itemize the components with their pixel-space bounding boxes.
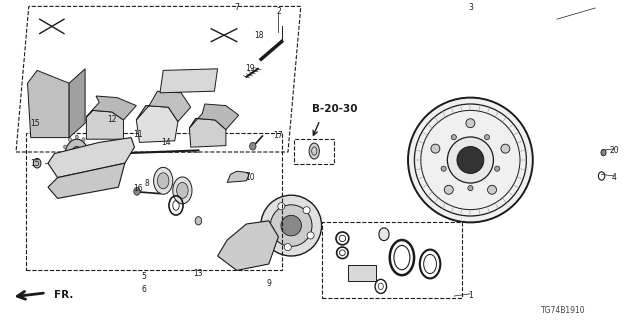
Polygon shape <box>189 104 239 130</box>
FancyBboxPatch shape <box>322 222 462 298</box>
Polygon shape <box>227 171 250 182</box>
Ellipse shape <box>102 120 108 128</box>
Text: 5: 5 <box>141 272 147 281</box>
Text: 19: 19 <box>244 64 255 73</box>
Ellipse shape <box>68 172 72 176</box>
Text: 1: 1 <box>468 292 473 300</box>
Ellipse shape <box>495 166 500 171</box>
Ellipse shape <box>195 217 202 225</box>
Text: 9: 9 <box>266 279 271 288</box>
Ellipse shape <box>65 139 89 174</box>
Ellipse shape <box>488 185 497 194</box>
Ellipse shape <box>61 155 65 159</box>
Ellipse shape <box>88 155 92 159</box>
Ellipse shape <box>303 207 310 214</box>
Text: B-20-30: B-20-30 <box>312 104 358 114</box>
Ellipse shape <box>444 185 453 194</box>
Text: 20: 20 <box>609 146 620 155</box>
FancyBboxPatch shape <box>348 265 376 281</box>
Ellipse shape <box>177 182 188 198</box>
Text: 13: 13 <box>193 269 204 278</box>
Ellipse shape <box>284 244 291 251</box>
Text: 14: 14 <box>161 138 172 147</box>
Ellipse shape <box>154 167 173 194</box>
Ellipse shape <box>134 188 140 195</box>
Ellipse shape <box>601 149 606 156</box>
Ellipse shape <box>87 165 90 169</box>
Polygon shape <box>160 69 218 93</box>
Text: 12: 12 <box>108 116 116 124</box>
Ellipse shape <box>281 215 301 236</box>
Polygon shape <box>28 70 69 138</box>
Polygon shape <box>48 163 125 198</box>
Ellipse shape <box>484 135 490 140</box>
Ellipse shape <box>63 145 67 149</box>
Polygon shape <box>136 106 178 142</box>
Ellipse shape <box>451 135 456 140</box>
Text: 2: 2 <box>276 7 281 16</box>
Polygon shape <box>48 138 134 178</box>
Ellipse shape <box>173 177 192 204</box>
Text: 4: 4 <box>612 173 617 182</box>
Ellipse shape <box>82 172 85 176</box>
Ellipse shape <box>441 166 446 171</box>
Ellipse shape <box>261 195 321 256</box>
Ellipse shape <box>266 226 273 233</box>
Text: 18: 18 <box>255 31 264 40</box>
Text: 15: 15 <box>30 119 40 128</box>
Polygon shape <box>86 110 124 139</box>
Ellipse shape <box>33 158 41 168</box>
Ellipse shape <box>447 137 493 183</box>
Ellipse shape <box>76 135 78 139</box>
Ellipse shape <box>157 173 169 189</box>
Ellipse shape <box>408 98 532 222</box>
Polygon shape <box>69 69 85 138</box>
Ellipse shape <box>247 237 259 253</box>
Text: 17: 17 <box>273 132 284 140</box>
Polygon shape <box>86 96 136 120</box>
Ellipse shape <box>431 144 440 153</box>
Polygon shape <box>136 91 191 122</box>
Text: TG74B1910: TG74B1910 <box>541 306 586 315</box>
Ellipse shape <box>379 228 389 241</box>
Ellipse shape <box>76 175 78 179</box>
Ellipse shape <box>307 232 314 239</box>
Ellipse shape <box>457 147 484 173</box>
Ellipse shape <box>278 203 285 210</box>
Polygon shape <box>218 221 278 270</box>
Text: 11: 11 <box>133 130 142 139</box>
Ellipse shape <box>70 147 83 167</box>
Text: 6: 6 <box>141 285 147 294</box>
Text: 10: 10 <box>244 173 255 182</box>
Ellipse shape <box>250 142 256 150</box>
Text: 3: 3 <box>468 4 473 12</box>
Text: 16: 16 <box>132 184 143 193</box>
Ellipse shape <box>501 144 510 153</box>
Ellipse shape <box>466 119 475 128</box>
Ellipse shape <box>270 205 312 246</box>
Text: 7: 7 <box>234 4 239 12</box>
Text: 8: 8 <box>145 180 150 188</box>
Ellipse shape <box>468 186 473 191</box>
Ellipse shape <box>63 165 67 169</box>
Ellipse shape <box>68 138 72 141</box>
Text: 15: 15 <box>30 159 40 168</box>
Text: FR.: FR. <box>54 290 74 300</box>
Ellipse shape <box>87 145 90 149</box>
Ellipse shape <box>33 118 41 128</box>
Polygon shape <box>189 118 226 147</box>
Ellipse shape <box>309 143 319 159</box>
Ellipse shape <box>82 138 85 141</box>
